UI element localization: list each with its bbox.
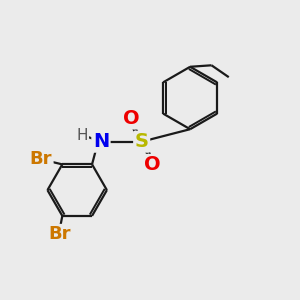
Text: Br: Br xyxy=(48,225,70,243)
Text: H: H xyxy=(77,128,88,142)
Text: S: S xyxy=(135,132,149,151)
Text: Br: Br xyxy=(30,150,52,168)
Text: N: N xyxy=(93,132,109,151)
Text: O: O xyxy=(123,109,140,128)
Text: O: O xyxy=(144,155,160,174)
